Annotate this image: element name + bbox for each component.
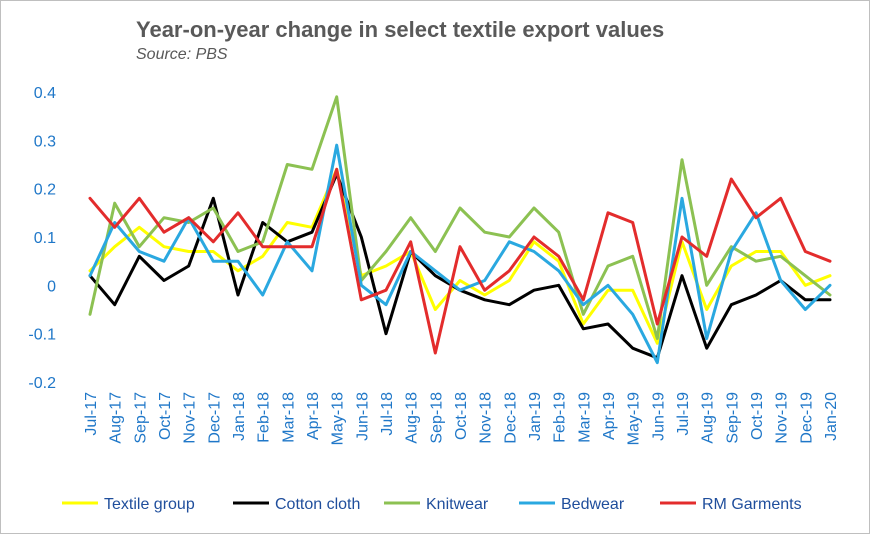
y-tick-label: 0.2 — [34, 182, 56, 199]
series-line-textile-group — [88, 167, 832, 345]
x-tick-label: Dec-17 — [206, 392, 223, 444]
x-tick-label: Jul-17 — [83, 392, 100, 436]
x-tick-label: Jun-19 — [650, 392, 667, 441]
legend-label: Textile group — [104, 496, 195, 513]
x-tick-label: Sep-17 — [132, 392, 149, 444]
y-tick-label: -0.1 — [28, 327, 56, 344]
x-tick-label: Apr-19 — [601, 392, 618, 440]
x-tick-label: Oct-18 — [453, 392, 470, 440]
x-tick-label: Feb-18 — [256, 392, 273, 443]
y-tick-label: 0.4 — [34, 85, 56, 102]
chart-title: Year-on-year change in select textile ex… — [136, 17, 665, 42]
x-tick-label: Mar-18 — [280, 392, 297, 443]
x-tick-label: Jun-18 — [354, 392, 371, 441]
x-tick-label: Jan-20 — [823, 392, 840, 441]
x-tick-label: Apr-18 — [305, 392, 322, 440]
x-tick-label: Oct-19 — [749, 392, 766, 440]
series-line-bedwear — [88, 143, 832, 365]
legend-label: RM Garments — [702, 496, 802, 513]
x-tick-label: May-18 — [330, 392, 347, 445]
x-tick-label: Jan-19 — [527, 392, 544, 441]
y-tick-label: -0.2 — [28, 375, 56, 392]
legend-label: Cotton cloth — [275, 496, 360, 513]
x-tick-label: Nov-18 — [478, 392, 495, 444]
x-tick-label: Mar-19 — [576, 392, 593, 443]
x-tick-label: Sep-18 — [428, 392, 445, 444]
x-tick-label: Jul-18 — [379, 392, 396, 436]
x-tick-label: Aug-17 — [108, 392, 125, 444]
x-tick-label: Sep-19 — [724, 392, 741, 444]
x-tick-label: Feb-19 — [552, 392, 569, 443]
x-tick-label: May-19 — [626, 392, 643, 445]
x-tick-label: Dec-18 — [502, 392, 519, 444]
series-line-rm-garments — [88, 167, 832, 355]
x-tick-label: Aug-19 — [700, 392, 717, 444]
x-tick-label: Jul-19 — [675, 392, 692, 436]
series-line-knitwear — [88, 95, 832, 340]
legend-label: Knitwear — [426, 496, 489, 513]
x-tick-label: Aug-18 — [404, 392, 421, 444]
chart-subtitle: Source: PBS — [136, 46, 228, 63]
y-tick-label: 0.1 — [34, 230, 56, 247]
x-tick-label: Nov-17 — [182, 392, 199, 444]
x-tick-label: Oct-17 — [157, 392, 174, 440]
y-tick-label: 0 — [47, 278, 56, 295]
y-tick-label: 0.3 — [34, 133, 56, 150]
x-tick-label: Nov-19 — [774, 392, 791, 444]
x-tick-label: Dec-19 — [798, 392, 815, 444]
x-tick-label: Jan-18 — [231, 392, 248, 441]
legend-label: Bedwear — [561, 496, 625, 513]
